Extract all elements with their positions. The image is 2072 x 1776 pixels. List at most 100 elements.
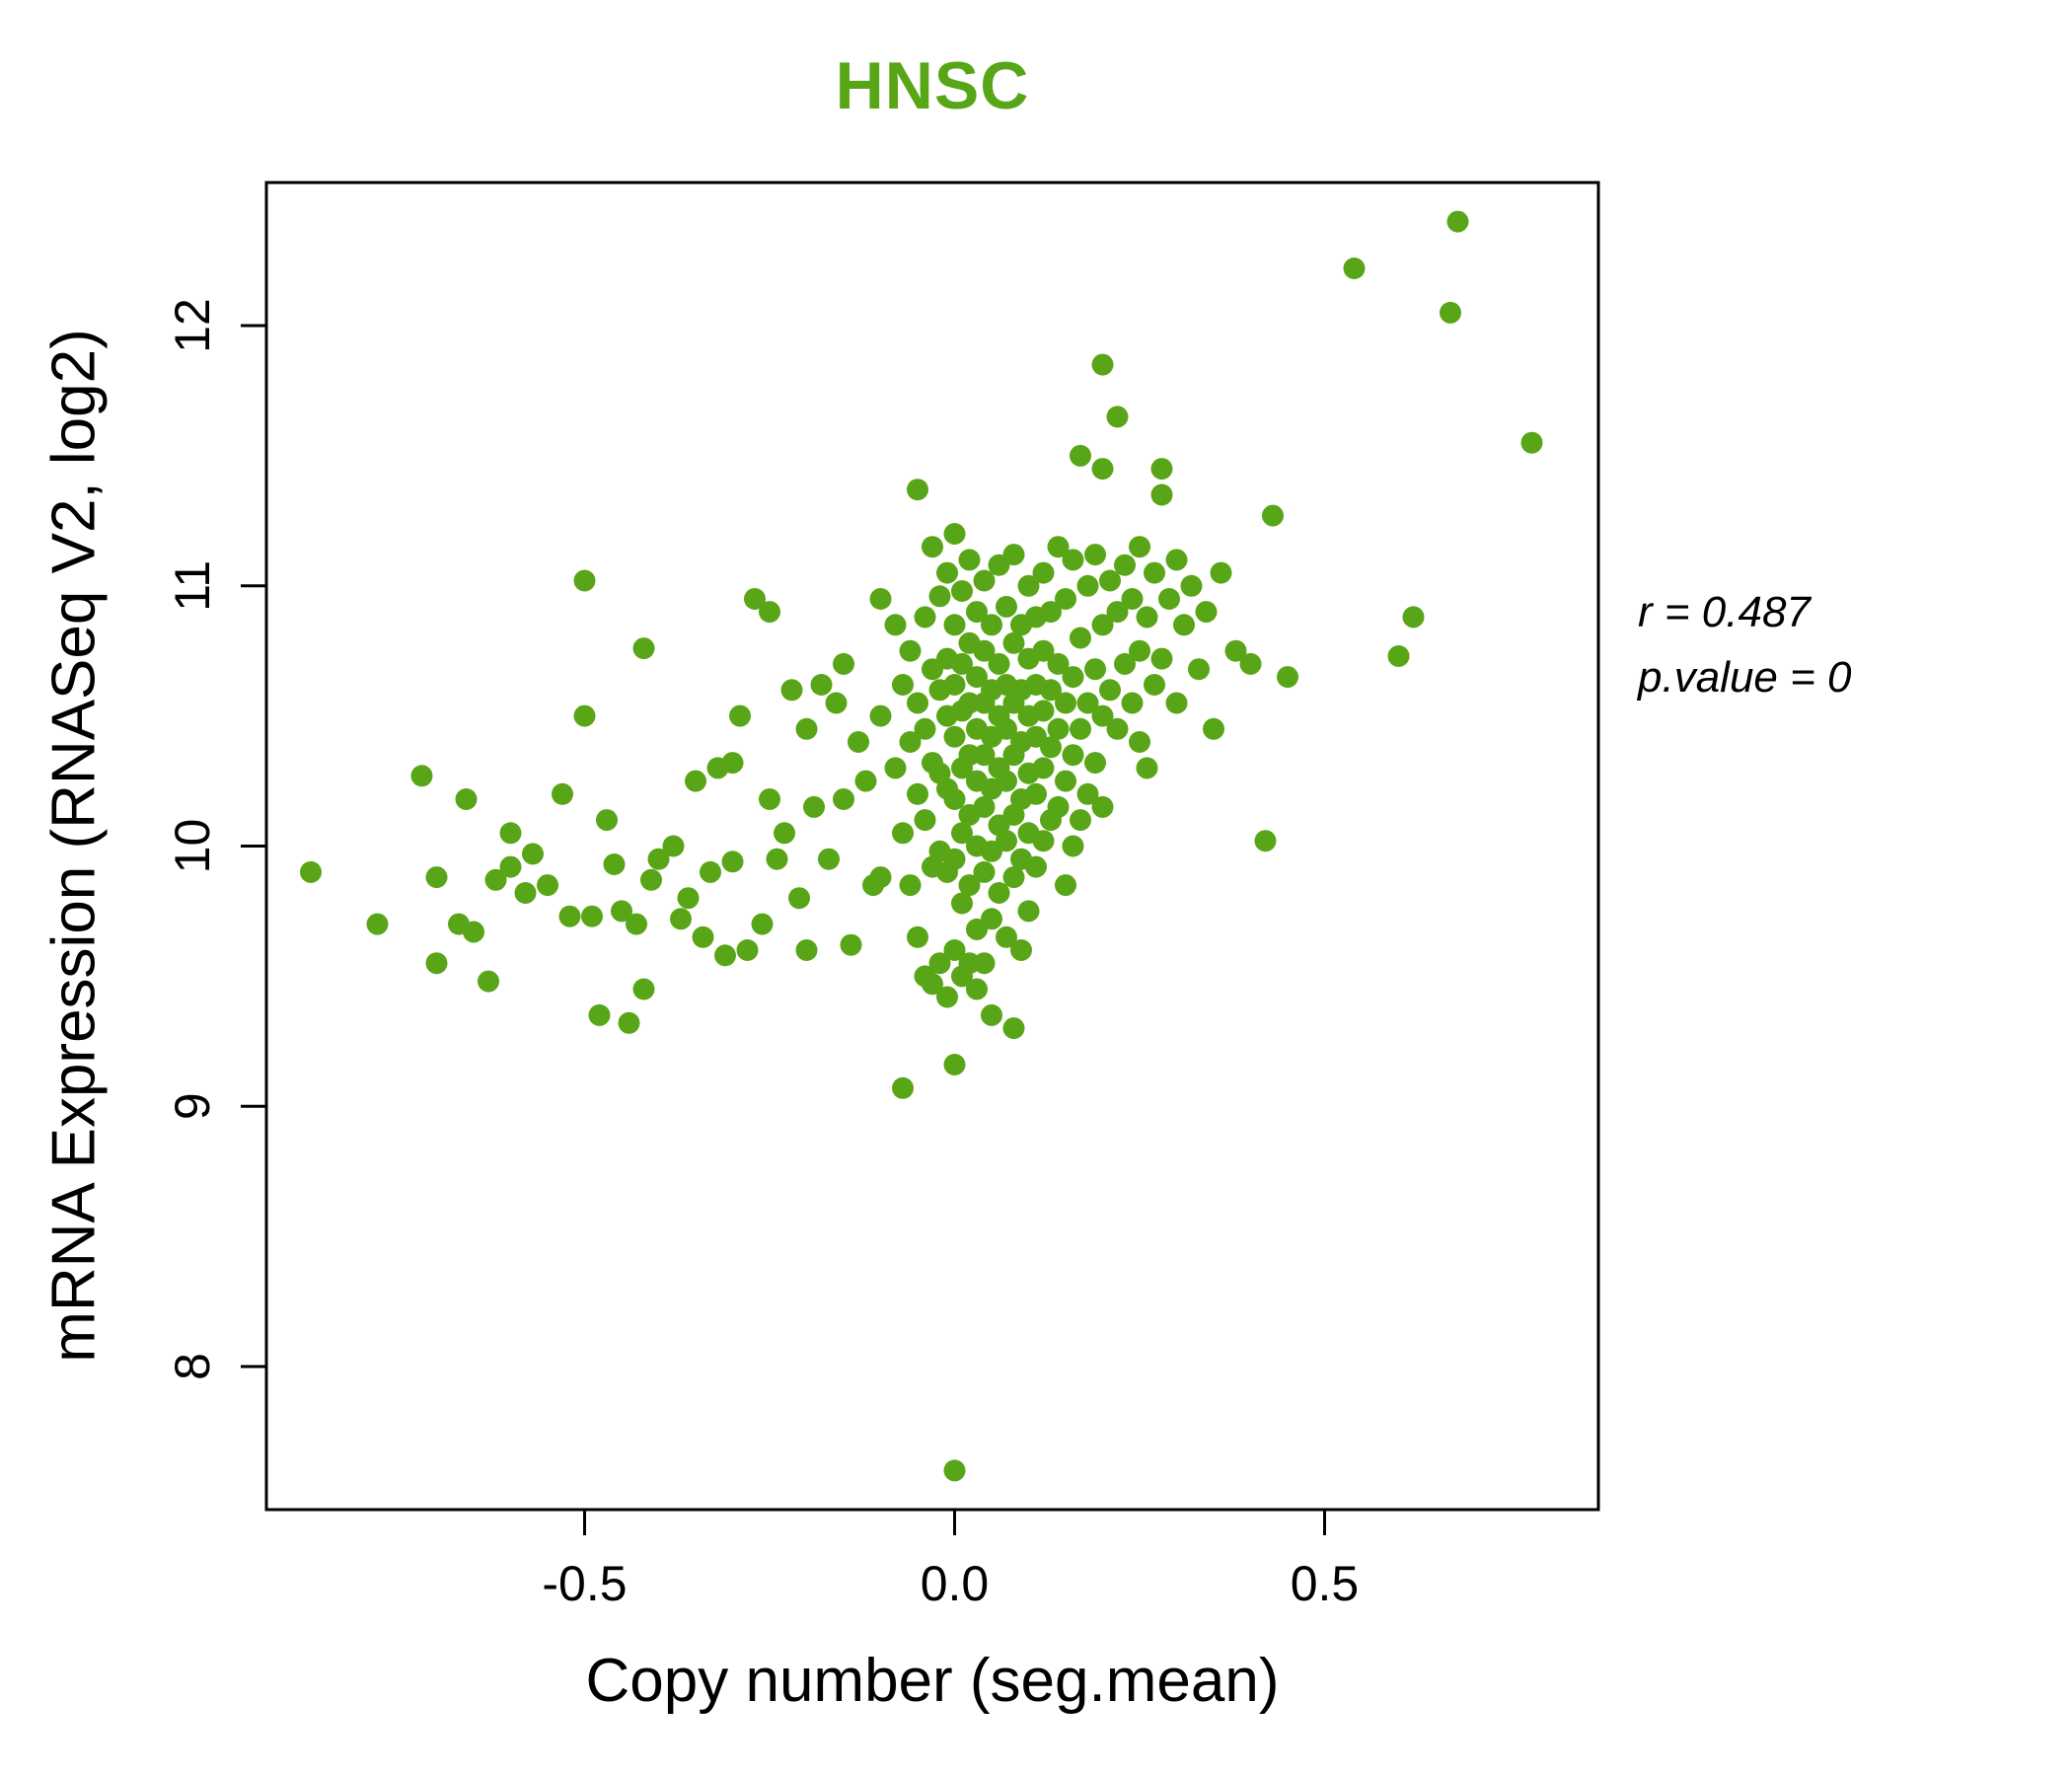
data-point: [1091, 795, 1114, 818]
data-point: [1114, 554, 1136, 576]
data-point: [936, 986, 958, 1008]
data-point: [1343, 258, 1366, 279]
data-point: [759, 788, 780, 810]
data-point: [1032, 830, 1055, 852]
data-point: [928, 952, 951, 975]
data-point: [662, 835, 685, 857]
data-point: [899, 639, 922, 662]
y-tick-label: 8: [165, 1353, 220, 1380]
data-point: [1032, 700, 1055, 722]
data-point: [1106, 406, 1129, 428]
data-point: [1121, 692, 1144, 714]
data-point: [1062, 549, 1084, 571]
data-point: [973, 744, 996, 767]
data-point: [951, 580, 973, 602]
data-point: [1165, 692, 1188, 714]
data-point: [833, 652, 854, 675]
data-point: [958, 549, 981, 571]
data-point: [892, 822, 914, 845]
data-point: [1446, 210, 1469, 233]
data-point: [1180, 574, 1203, 597]
data-point: [1440, 301, 1461, 324]
data-point: [1203, 717, 1224, 740]
data-point: [1002, 544, 1025, 566]
data-point: [795, 717, 818, 740]
data-point: [973, 952, 996, 975]
data-point: [818, 848, 840, 870]
data-point: [996, 925, 1017, 948]
data-point: [943, 1054, 966, 1075]
data-point: [573, 569, 596, 592]
data-point: [1055, 588, 1076, 610]
data-point: [1173, 614, 1195, 636]
y-axis-label: mRNA Expression (RNASeq V2, log2): [39, 329, 109, 1363]
data-point: [1106, 601, 1129, 624]
x-tick-label: 0.0: [921, 1556, 990, 1611]
data-point: [1055, 770, 1076, 792]
data-point: [685, 770, 706, 792]
data-point: [936, 561, 958, 584]
data-point: [943, 725, 966, 748]
data-point: [596, 809, 618, 832]
data-point: [988, 882, 1010, 904]
data-point: [854, 770, 877, 792]
data-point: [670, 908, 692, 930]
data-point: [1002, 631, 1025, 654]
data-point: [1129, 536, 1150, 558]
data-point: [1136, 757, 1158, 779]
data-point: [499, 855, 522, 878]
y-tick-label: 10: [165, 819, 220, 874]
data-point: [1106, 717, 1129, 740]
data-point: [951, 652, 973, 675]
data-point: [848, 731, 869, 753]
data-point: [425, 952, 448, 975]
data-point: [996, 770, 1017, 792]
data-point: [558, 905, 581, 927]
data-point: [1017, 574, 1040, 597]
data-point: [1091, 458, 1114, 481]
data-point: [907, 479, 928, 501]
data-point: [751, 913, 774, 935]
y-tick-label: 9: [165, 1092, 220, 1120]
data-point: [899, 874, 922, 897]
data-point: [677, 887, 700, 910]
data-point: [1076, 574, 1099, 597]
data-point: [966, 666, 988, 689]
data-point: [618, 1011, 640, 1034]
x-tick-label: 0.5: [1291, 1556, 1360, 1611]
data-point: [1262, 504, 1284, 527]
data-point: [943, 523, 966, 545]
data-point: [1032, 757, 1055, 779]
data-point: [966, 978, 988, 1000]
data-point: [1084, 544, 1106, 566]
data-point: [869, 866, 892, 889]
data-point: [833, 788, 854, 810]
data-point: [1055, 692, 1076, 714]
data-point: [1091, 614, 1114, 636]
data-point: [1114, 652, 1136, 675]
data-point: [463, 921, 484, 943]
data-point: [455, 788, 478, 810]
data-point: [988, 652, 1010, 675]
data-point: [632, 637, 655, 660]
data-point: [366, 913, 389, 935]
data-point: [1210, 561, 1232, 584]
data-point: [1025, 782, 1047, 805]
data-point: [1025, 855, 1047, 878]
data-point: [810, 674, 833, 696]
data-point: [1144, 674, 1165, 696]
data-point: [573, 704, 596, 727]
data-point: [1017, 900, 1040, 923]
data-point: [981, 908, 1002, 930]
data-point: [996, 830, 1017, 852]
data-point: [744, 588, 766, 610]
data-point: [1032, 561, 1055, 584]
data-point: [996, 595, 1017, 618]
data-point: [825, 692, 848, 714]
data-point: [981, 614, 1002, 636]
data-point: [721, 851, 744, 873]
data-point: [780, 679, 803, 702]
data-point: [943, 788, 966, 810]
data-point: [914, 809, 936, 832]
data-point: [626, 913, 647, 935]
